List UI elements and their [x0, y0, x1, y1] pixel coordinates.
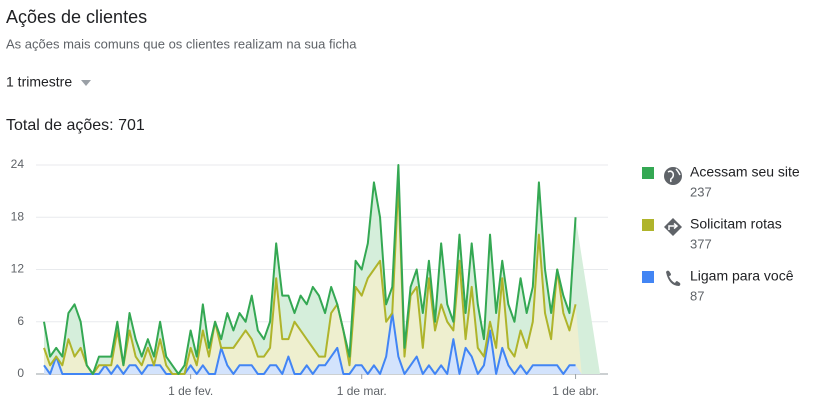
y-tick-label: 6 — [17, 314, 24, 328]
dropdown-arrow[interactable] — [81, 80, 91, 86]
globe-detail — [667, 168, 681, 183]
phone-icon — [666, 270, 681, 286]
directions-arrow — [668, 222, 679, 230]
legend-label: Solicitam rotas — [690, 216, 782, 232]
legend-total: 237 — [690, 184, 712, 199]
area — [44, 182, 600, 374]
legend-swatch — [642, 219, 654, 231]
x-tick-label: 1 de abr. — [552, 384, 599, 398]
y-tick-label: 18 — [11, 209, 25, 223]
legend-total: 377 — [690, 236, 712, 251]
y-tick-label: 12 — [11, 262, 25, 276]
y-tick-label: 24 — [11, 157, 25, 171]
legend-label: Acessam seu site — [690, 164, 800, 180]
subtitle: As ações mais comuns que os clientes rea… — [6, 36, 357, 51]
line — [43, 181, 577, 375]
x-tick-label: 1 de mar. — [337, 384, 387, 398]
y-tick-label: 0 — [17, 366, 24, 380]
directions-icon — [664, 218, 682, 236]
line — [43, 312, 576, 375]
legend-swatch — [642, 167, 654, 179]
x-tick-label: 1 de fev. — [168, 384, 213, 398]
period-dropdown[interactable]: 1 trimestre — [6, 74, 72, 90]
legend-label: Ligam para você — [690, 268, 794, 284]
title: Ações de clientes — [6, 7, 147, 27]
line — [43, 164, 577, 375]
area — [44, 313, 600, 374]
summary: Total de ações: 701 — [6, 117, 145, 134]
legend-swatch — [642, 271, 654, 283]
legend-total: 87 — [690, 288, 704, 303]
